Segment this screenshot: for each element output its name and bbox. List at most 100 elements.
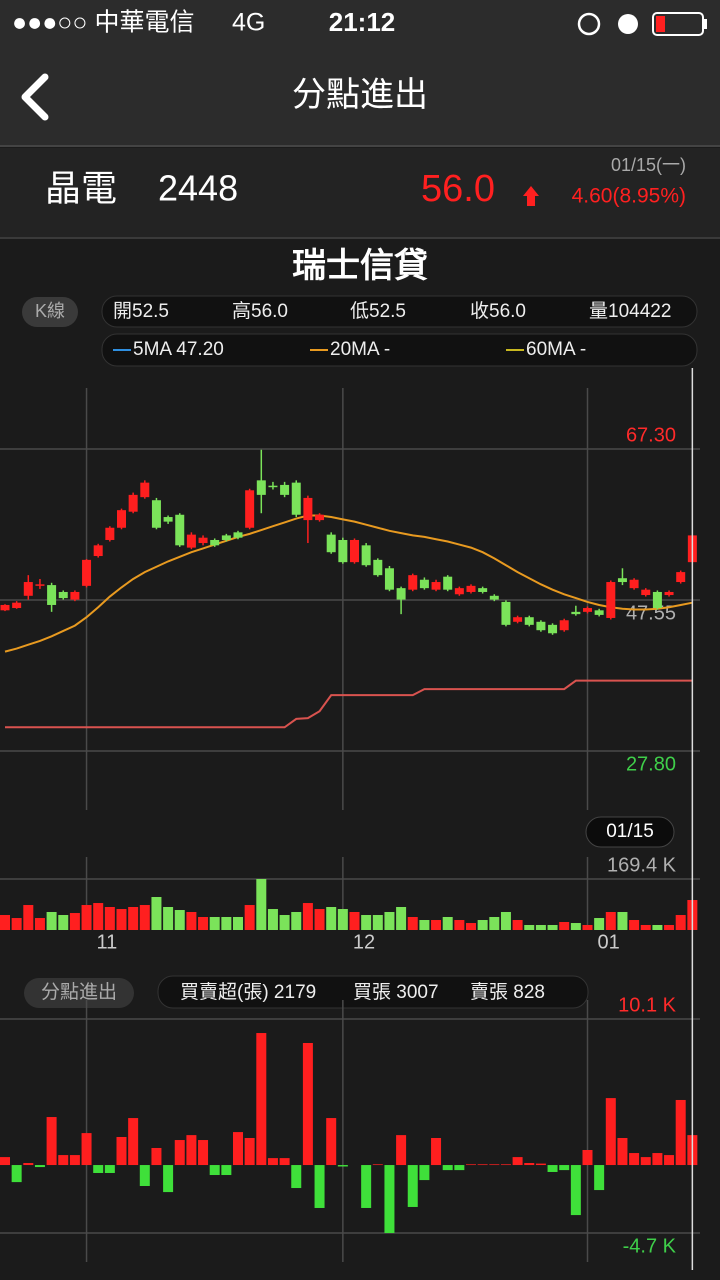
price-change: 4.60(8.95%) [572, 185, 686, 208]
bar [617, 911, 628, 930]
bar [279, 915, 290, 930]
bar [46, 1117, 57, 1166]
bar [0, 915, 10, 930]
candle-body [128, 494, 138, 512]
bar [489, 916, 500, 930]
bar [466, 1164, 476, 1166]
y-tick-label: 67.30 [626, 424, 676, 446]
bar [407, 916, 418, 930]
bar [151, 897, 162, 930]
candle-body [501, 601, 511, 625]
broker-name: 瑞士信貸 [292, 247, 428, 285]
bar [477, 1164, 488, 1166]
candle-body [652, 591, 662, 609]
bar [652, 1153, 663, 1166]
bar [58, 1155, 69, 1166]
bar [174, 1140, 185, 1166]
candle-body [47, 585, 57, 605]
x-tick-label: 12 [353, 931, 375, 953]
bar [314, 909, 325, 930]
clock: 21:12 [329, 7, 396, 37]
flow-stat: 買張 3007 [353, 982, 439, 1003]
candle-body [151, 500, 161, 528]
bar [314, 1165, 325, 1208]
legend-label: 20MA - [330, 339, 390, 360]
bar [629, 920, 640, 930]
candle-body [664, 591, 674, 596]
bar [664, 925, 675, 930]
bar [291, 911, 302, 930]
network: 4G [232, 9, 265, 37]
bar [372, 1164, 383, 1166]
y-tick-label: 27.80 [626, 753, 676, 775]
bar [652, 925, 663, 930]
bar [372, 915, 383, 930]
bar [326, 1118, 337, 1166]
ohlc-stat: 收56.0 [470, 300, 526, 322]
back-button[interactable] [21, 73, 49, 121]
rotation-lock-icon [577, 12, 601, 36]
candle-body [641, 589, 651, 596]
candle-body [361, 545, 371, 566]
candle-body [513, 617, 523, 622]
bar [69, 913, 80, 930]
bar [594, 1165, 605, 1191]
candle-body [12, 602, 22, 609]
bar [23, 905, 34, 930]
bar [384, 1165, 395, 1233]
bar [267, 1158, 278, 1166]
bar [34, 918, 45, 930]
candle-body [617, 578, 627, 583]
bar [547, 925, 558, 930]
candle-body [105, 527, 115, 540]
ohlc-stat: 開52.5 [113, 301, 169, 322]
bar [233, 916, 243, 930]
candle-body [431, 582, 441, 590]
bar [58, 915, 69, 930]
bar [81, 1133, 92, 1166]
bar [500, 1164, 511, 1166]
bar [139, 905, 150, 930]
candle-body [384, 568, 394, 590]
bar [209, 916, 220, 930]
bar [640, 925, 651, 930]
bar [11, 918, 22, 930]
bar [104, 906, 115, 930]
nav-title: 分點進出 [292, 76, 428, 114]
candle-body [233, 532, 243, 538]
candle-body [140, 482, 150, 498]
bar [34, 1165, 45, 1168]
candle-body [419, 579, 429, 589]
bar [675, 915, 686, 930]
candle-body [408, 575, 418, 590]
bar [302, 1043, 313, 1166]
flow-tab[interactable] [24, 978, 134, 1008]
candle-body [548, 624, 558, 634]
bar [46, 911, 57, 930]
bar [361, 1165, 372, 1208]
legend-label: 60MA - [526, 339, 586, 360]
bar [81, 905, 92, 930]
bar [582, 925, 593, 930]
bar [489, 1164, 500, 1166]
candle-body [163, 517, 173, 522]
bar [198, 916, 209, 930]
candle-body [489, 595, 499, 600]
candle-body [82, 559, 92, 586]
bar [675, 1099, 686, 1166]
bar [535, 1163, 546, 1166]
bar [69, 1155, 80, 1166]
candle-body [606, 582, 616, 618]
bar [128, 1118, 139, 1166]
candle-body [676, 572, 686, 583]
bar [570, 1165, 581, 1216]
kline-tab[interactable] [22, 297, 78, 327]
bar [174, 910, 185, 930]
legend-label: 5MA 47.20 [133, 339, 224, 360]
bar [559, 921, 570, 930]
bar [93, 1165, 104, 1173]
candle-body [396, 588, 406, 600]
bar [500, 911, 511, 930]
bar [431, 1138, 442, 1166]
